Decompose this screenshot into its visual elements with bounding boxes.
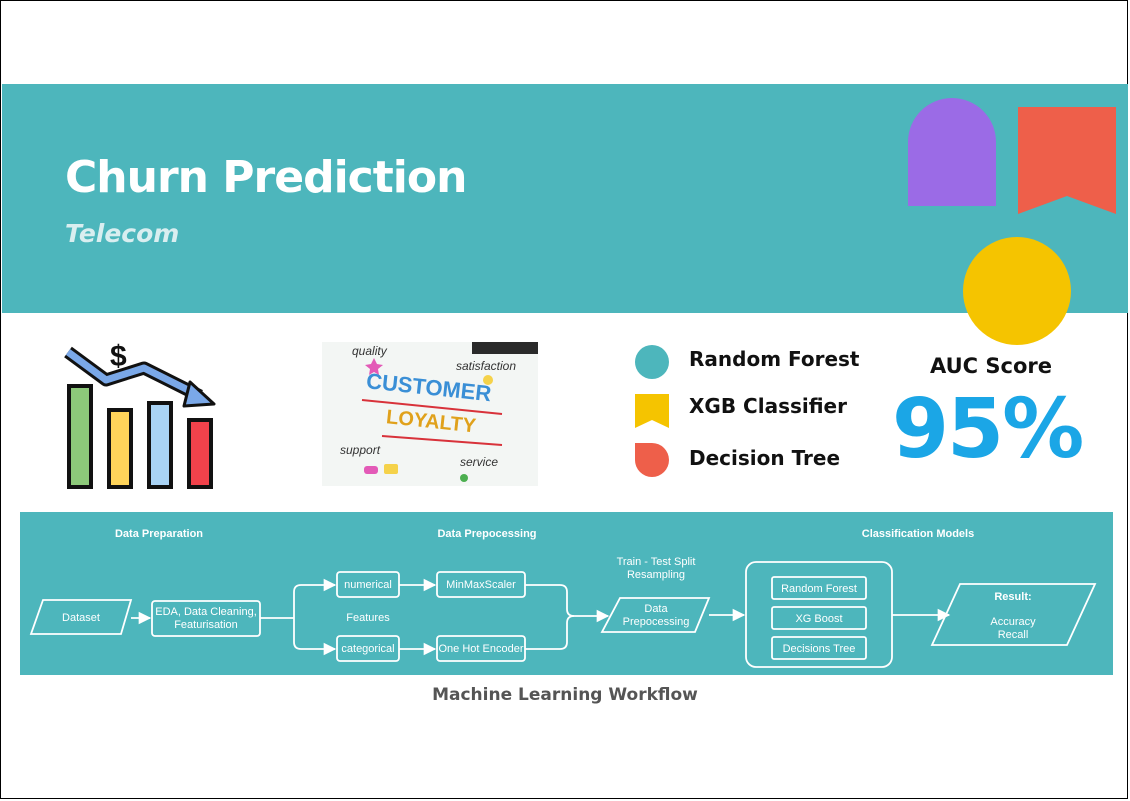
node-result <box>930 583 1097 646</box>
coral-bookmark-shape <box>1018 107 1116 214</box>
label-decisions-tree: Decisions Tree <box>783 643 856 655</box>
purple-arch-shape <box>908 98 996 206</box>
auc-score-label: AUC Score <box>930 354 1052 378</box>
workflow-caption: Machine Learning Workflow <box>432 685 698 705</box>
label-numerical: numerical <box>344 579 392 591</box>
section-classification-models: Classification Models <box>862 528 974 540</box>
label-result: Result: <box>994 591 1031 603</box>
random-forest-marker-icon <box>635 345 669 379</box>
legend-random-forest: Random Forest <box>689 347 860 371</box>
label-train-test-split: Train - Test Split <box>617 556 696 568</box>
label-eda-2: Featurisation <box>174 619 238 631</box>
label-accuracy: Accuracy <box>990 616 1036 628</box>
loyalty-word-service: service <box>460 455 498 469</box>
yellow-circle-shape <box>963 237 1071 345</box>
label-preprocessing: Prepocessing <box>623 616 690 628</box>
customer-loyalty-illustration: quality satisfaction CUSTOMER LOYALTY su… <box>322 342 538 486</box>
xgb-classifier-marker-icon <box>635 394 669 428</box>
label-eda-1: EDA, Data Cleaning, <box>155 606 257 618</box>
page-title: Churn Prediction <box>65 152 467 203</box>
node-xg-boost <box>771 606 867 630</box>
label-xg-boost: XG Boost <box>795 613 842 625</box>
label-dataset: Dataset <box>62 612 100 624</box>
node-random-forest <box>771 576 867 600</box>
decision-tree-marker-icon <box>635 443 669 477</box>
declining-chart-icon: $ <box>64 340 216 489</box>
label-data: Data <box>644 603 668 615</box>
page-subtitle: Telecom <box>65 219 180 248</box>
legend-xgb-classifier: XGB Classifier <box>689 394 847 418</box>
node-dataset <box>29 599 133 635</box>
label-recall: Recall <box>998 629 1029 641</box>
node-decisions-tree <box>771 636 867 660</box>
section-data-preparation: Data Preparation <box>115 528 203 540</box>
label-features: Features <box>346 612 390 624</box>
legend-decision-tree: Decision Tree <box>689 446 841 470</box>
auc-score-value: 95% <box>892 382 1084 477</box>
label-resampling: Resampling <box>627 569 685 581</box>
loyalty-word-support: support <box>340 443 381 457</box>
svg-text:$: $ <box>110 340 127 373</box>
workflow-diagram: Data Preparation Data Prepocessing Class… <box>29 528 1097 668</box>
label-onehot: One Hot Encoder <box>439 643 524 655</box>
model-legend-markers <box>635 345 669 477</box>
label-minmax: MinMaxScaler <box>446 579 516 591</box>
label-random-forest: Random Forest <box>781 583 857 595</box>
section-data-preprocessing: Data Prepocessing <box>437 528 536 540</box>
loyalty-word-satisfaction: satisfaction <box>456 359 516 373</box>
label-categorical: categorical <box>341 643 394 655</box>
loyalty-word-quality: quality <box>352 344 388 358</box>
